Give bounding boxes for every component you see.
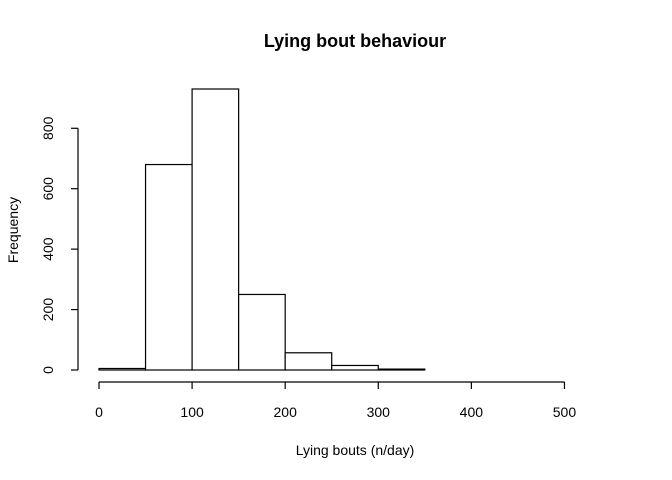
histogram-bar — [191, 88, 240, 371]
histogram-bar — [98, 367, 147, 371]
histogram-bar — [238, 293, 286, 371]
y-tick-label: 600 — [40, 177, 56, 201]
x-tick-label: 100 — [180, 404, 204, 420]
y-tick-label: 400 — [40, 237, 56, 261]
histogram-bars — [98, 88, 426, 371]
y-axis: 0 200 400 600 800 — [40, 116, 79, 374]
x-tick-label: 400 — [460, 404, 484, 420]
x-axis: 0 100 200 300 400 500 — [95, 381, 577, 420]
chart-title: Lying bout behaviour — [264, 31, 446, 51]
histogram-bar — [284, 352, 333, 371]
y-axis-label: Frequency — [5, 197, 21, 263]
histogram-bar — [144, 163, 193, 371]
x-tick-label: 0 — [95, 404, 103, 420]
y-tick-label: 800 — [40, 116, 56, 140]
y-tick-label: 0 — [40, 366, 56, 374]
histogram-bar — [377, 368, 426, 371]
x-tick-label: 200 — [274, 404, 298, 420]
x-axis-label: Lying bouts (n/day) — [296, 442, 415, 458]
x-tick-label: 300 — [367, 404, 391, 420]
x-tick-label: 500 — [553, 404, 577, 420]
y-tick-label: 200 — [40, 298, 56, 322]
histogram-bar — [331, 364, 379, 371]
